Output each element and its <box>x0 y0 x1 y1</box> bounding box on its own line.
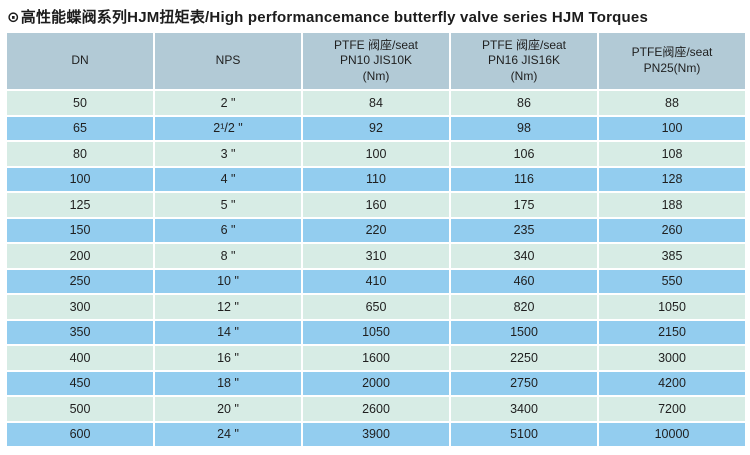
table-row: 200 8 " 310 340 385 <box>7 244 745 268</box>
cell-pn10: 410 <box>303 269 449 293</box>
cell-pn25: 1050 <box>599 295 745 319</box>
cell-dn: 150 <box>7 218 153 242</box>
cell-dn: 125 <box>7 193 153 217</box>
cell-dn: 65 <box>7 116 153 140</box>
cell-pn25: 550 <box>599 269 745 293</box>
cell-nps: 3 " <box>155 142 301 166</box>
cell-nps: 4 " <box>155 167 301 191</box>
table-row: 50 2 " 84 86 88 <box>7 91 745 115</box>
cell-dn: 250 <box>7 269 153 293</box>
cell-pn10: 84 <box>303 91 449 115</box>
cell-pn10: 220 <box>303 218 449 242</box>
cell-nps: 14 " <box>155 320 301 344</box>
column-header: PTFE阀座/seat PN25(Nm) <box>599 33 745 89</box>
table-row: 125 5 " 160 175 188 <box>7 193 745 217</box>
cell-pn25: 4200 <box>599 371 745 395</box>
cell-pn16: 86 <box>451 91 597 115</box>
table-row: 500 20 " 2600 3400 7200 <box>7 397 745 421</box>
cell-dn: 500 <box>7 397 153 421</box>
cell-pn16: 3400 <box>451 397 597 421</box>
cell-pn25: 260 <box>599 218 745 242</box>
cell-pn25: 128 <box>599 167 745 191</box>
cell-pn10: 1600 <box>303 346 449 370</box>
cell-nps: 8 " <box>155 244 301 268</box>
column-header: PTFE 阀座/seat PN16 JIS16K (Nm) <box>451 33 597 89</box>
cell-pn25: 10000 <box>599 422 745 446</box>
table-row: 100 4 " 110 116 128 <box>7 167 745 191</box>
cell-pn16: 175 <box>451 193 597 217</box>
cell-dn: 50 <box>7 91 153 115</box>
cell-pn10: 3900 <box>303 422 449 446</box>
cell-pn16: 820 <box>451 295 597 319</box>
cell-pn10: 310 <box>303 244 449 268</box>
cell-nps: 6 " <box>155 218 301 242</box>
column-header: DN <box>7 33 153 89</box>
cell-pn10: 650 <box>303 295 449 319</box>
cell-pn25: 88 <box>599 91 745 115</box>
page-title-text: 高性能蝶阀系列HJM扭矩表/High performancemance butt… <box>20 9 648 26</box>
table-row: 250 10 " 410 460 550 <box>7 269 745 293</box>
cell-pn16: 2250 <box>451 346 597 370</box>
table-row: 80 3 " 100 106 108 <box>7 142 745 166</box>
cell-pn16: 98 <box>451 116 597 140</box>
column-header: NPS <box>155 33 301 89</box>
cell-pn16: 116 <box>451 167 597 191</box>
cell-pn10: 100 <box>303 142 449 166</box>
circled-dot-icon: ⊙ <box>7 9 20 26</box>
cell-pn25: 385 <box>599 244 745 268</box>
cell-pn10: 110 <box>303 167 449 191</box>
cell-pn10: 160 <box>303 193 449 217</box>
cell-pn16: 5100 <box>451 422 597 446</box>
cell-dn: 100 <box>7 167 153 191</box>
cell-pn16: 340 <box>451 244 597 268</box>
cell-pn16: 106 <box>451 142 597 166</box>
cell-nps: 18 " <box>155 371 301 395</box>
cell-pn16: 1500 <box>451 320 597 344</box>
table-row: 450 18 " 2000 2750 4200 <box>7 371 745 395</box>
cell-dn: 80 <box>7 142 153 166</box>
table-header-row: DN NPS PTFE 阀座/seat PN10 JIS10K (Nm) PTFE 阀… <box>7 33 745 89</box>
cell-dn: 600 <box>7 422 153 446</box>
torque-table-body: 50 2 " 84 86 88 65 2¹/2 " 92 98 100 80 3 " 100 106 108… <box>7 91 745 446</box>
cell-nps: 16 " <box>155 346 301 370</box>
table-row: 150 6 " 220 235 260 <box>7 218 745 242</box>
table-row: 400 16 " 1600 2250 3000 <box>7 346 745 370</box>
cell-pn25: 3000 <box>599 346 745 370</box>
cell-dn: 400 <box>7 346 153 370</box>
cell-nps: 2¹/2 " <box>155 116 301 140</box>
cell-nps: 10 " <box>155 269 301 293</box>
cell-nps: 24 " <box>155 422 301 446</box>
cell-nps: 20 " <box>155 397 301 421</box>
cell-pn10: 1050 <box>303 320 449 344</box>
cell-pn25: 7200 <box>599 397 745 421</box>
cell-pn25: 188 <box>599 193 745 217</box>
page-title: ⊙高性能蝶阀系列HJM扭矩表/High performancemance but… <box>0 0 750 29</box>
cell-pn10: 2000 <box>303 371 449 395</box>
cell-nps: 5 " <box>155 193 301 217</box>
cell-dn: 300 <box>7 295 153 319</box>
table-row: 600 24 " 3900 5100 10000 <box>7 422 745 446</box>
column-header: PTFE 阀座/seat PN10 JIS10K (Nm) <box>303 33 449 89</box>
cell-pn10: 92 <box>303 116 449 140</box>
cell-dn: 200 <box>7 244 153 268</box>
cell-pn16: 460 <box>451 269 597 293</box>
table-row: 65 2¹/2 " 92 98 100 <box>7 116 745 140</box>
table-row: 300 12 " 650 820 1050 <box>7 295 745 319</box>
cell-pn10: 2600 <box>303 397 449 421</box>
cell-pn16: 235 <box>451 218 597 242</box>
cell-dn: 450 <box>7 371 153 395</box>
cell-pn16: 2750 <box>451 371 597 395</box>
torque-table: DN NPS PTFE 阀座/seat PN10 JIS10K (Nm) PTFE 阀… <box>5 31 747 448</box>
cell-nps: 2 " <box>155 91 301 115</box>
cell-dn: 350 <box>7 320 153 344</box>
cell-pn25: 100 <box>599 116 745 140</box>
cell-pn25: 108 <box>599 142 745 166</box>
cell-pn25: 2150 <box>599 320 745 344</box>
cell-nps: 12 " <box>155 295 301 319</box>
table-row: 350 14 " 1050 1500 2150 <box>7 320 745 344</box>
